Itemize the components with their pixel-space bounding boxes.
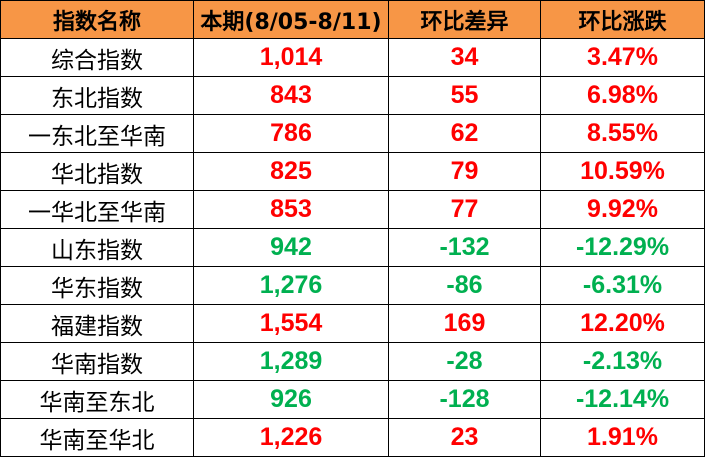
current-value-cell: 1,226 [193, 418, 389, 457]
diff-cell: 23 [388, 418, 541, 457]
diff-cell: 169 [388, 304, 541, 343]
pct-change-cell: 1.91% [540, 418, 705, 457]
table-row: 综合指数 1,014 34 3.47% [0, 38, 705, 77]
current-value-cell: 926 [193, 380, 389, 419]
index-name-cell: 华南指数 [0, 342, 194, 381]
current-value-cell: 825 [193, 152, 389, 191]
diff-cell: 62 [388, 114, 541, 153]
header-row: 指数名称 本期(8/05-8/11) 环比差异 环比涨跌 [0, 0, 705, 39]
current-value-cell: 843 [193, 76, 389, 115]
index-name-cell: 东北指数 [0, 76, 194, 115]
diff-cell: 34 [388, 38, 541, 77]
table-row: 福建指数 1,554 169 12.20% [0, 304, 705, 343]
table-row: 东北指数 843 55 6.98% [0, 76, 705, 115]
current-value-cell: 942 [193, 228, 389, 267]
table-row: 华东指数 1,276 -86 -6.31% [0, 266, 705, 305]
pct-change-cell: 8.55% [540, 114, 705, 153]
diff-cell: -128 [388, 380, 541, 419]
pct-change-cell: 9.92% [540, 190, 705, 229]
table-row: 华南至华北 1,226 23 1.91% [0, 418, 705, 457]
index-name-cell: 综合指数 [0, 38, 194, 77]
header-diff: 环比差异 [388, 0, 541, 39]
current-value-cell: 1,276 [193, 266, 389, 305]
diff-cell: 79 [388, 152, 541, 191]
current-value-cell: 1,289 [193, 342, 389, 381]
diff-cell: -28 [388, 342, 541, 381]
diff-cell: 55 [388, 76, 541, 115]
index-name-cell: 华南至东北 [0, 380, 194, 419]
index-name-cell: 华东指数 [0, 266, 194, 305]
pct-change-cell: 6.98% [540, 76, 705, 115]
pct-change-cell: 10.59% [540, 152, 705, 191]
table-row: 华南至东北 926 -128 -12.14% [0, 380, 705, 419]
index-name-cell: 福建指数 [0, 304, 194, 343]
pct-change-cell: 12.20% [540, 304, 705, 343]
pct-change-cell: -12.29% [540, 228, 705, 267]
table-row: 一华北至华南 853 77 9.92% [0, 190, 705, 229]
pct-change-cell: -12.14% [540, 380, 705, 419]
table-row: 一东北至华南 786 62 8.55% [0, 114, 705, 153]
header-index-name: 指数名称 [0, 0, 194, 39]
index-name-cell: 华南至华北 [0, 418, 194, 457]
table-row: 山东指数 942 -132 -12.29% [0, 228, 705, 267]
diff-cell: -86 [388, 266, 541, 305]
current-value-cell: 786 [193, 114, 389, 153]
pct-change-cell: 3.47% [540, 38, 705, 77]
diff-cell: 77 [388, 190, 541, 229]
header-pct: 环比涨跌 [540, 0, 705, 39]
current-value-cell: 1,014 [193, 38, 389, 77]
current-value-cell: 1,554 [193, 304, 389, 343]
index-name-cell: 山东指数 [0, 228, 194, 267]
index-name-cell: 一东北至华南 [0, 114, 194, 153]
pct-change-cell: -6.31% [540, 266, 705, 305]
index-name-cell: 华北指数 [0, 152, 194, 191]
diff-cell: -132 [388, 228, 541, 267]
table-row: 华北指数 825 79 10.59% [0, 152, 705, 191]
current-value-cell: 853 [193, 190, 389, 229]
index-name-cell: 一华北至华南 [0, 190, 194, 229]
pct-change-cell: -2.13% [540, 342, 705, 381]
table-row: 华南指数 1,289 -28 -2.13% [0, 342, 705, 381]
header-current: 本期(8/05-8/11) [193, 0, 389, 39]
